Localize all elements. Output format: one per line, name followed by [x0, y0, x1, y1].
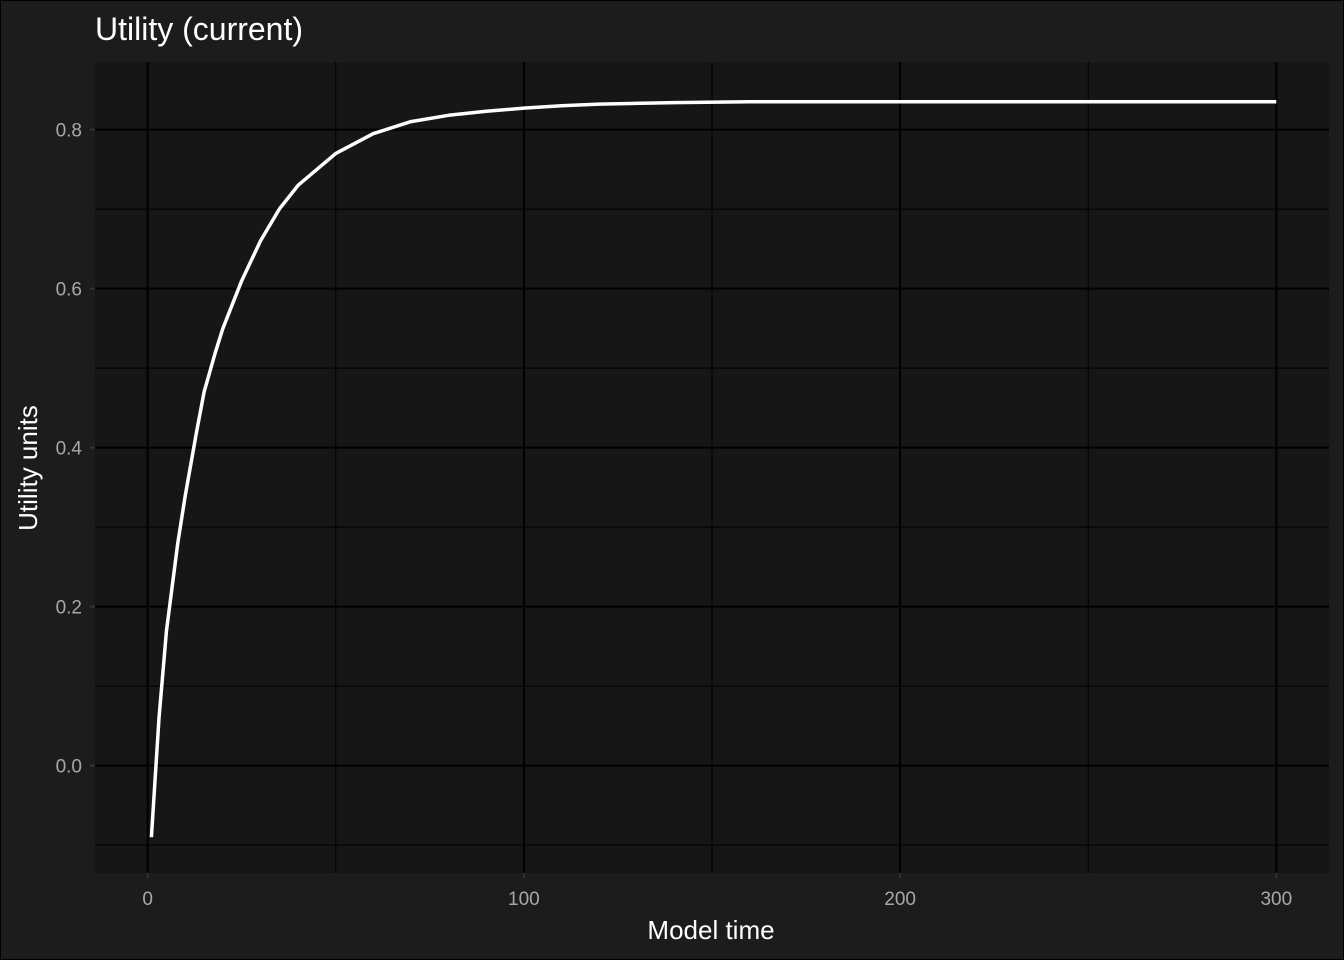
chart-title: Utility (current) — [95, 11, 303, 47]
y-tick-label: 0.6 — [56, 280, 82, 301]
y-axis-ticks: 0.0 0.2 0.4 0.6 0.8 — [56, 121, 95, 778]
y-tick-label: 0.8 — [56, 121, 82, 142]
series-layer — [149, 100, 1277, 838]
grid-minor — [95, 62, 1329, 873]
x-tick-label: 100 — [508, 889, 540, 910]
grid-major — [95, 62, 1329, 873]
y-tick-label: 0.2 — [56, 598, 82, 619]
y-tick-label: 0.0 — [56, 757, 82, 778]
y-tick-label: 0.4 — [56, 439, 83, 460]
x-tick-label: 0 — [142, 889, 153, 910]
x-tick-label: 300 — [1260, 889, 1292, 910]
x-axis-ticks: 0 100 200 300 — [142, 873, 1292, 910]
series-line — [149, 100, 1277, 838]
x-axis-title: Model time — [647, 915, 774, 945]
y-axis-title: Utility units — [13, 405, 43, 531]
x-tick-label: 200 — [884, 889, 916, 910]
